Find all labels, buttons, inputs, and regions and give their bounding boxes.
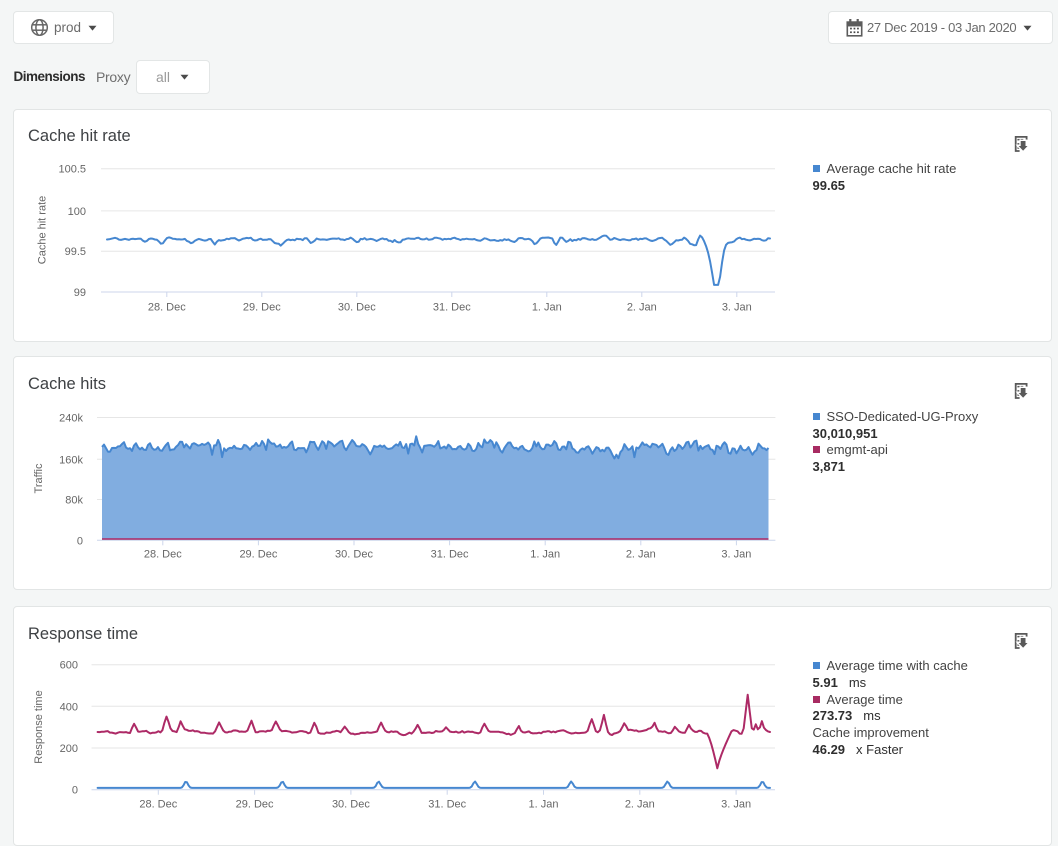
- svg-text:Traffic: Traffic: [33, 463, 45, 493]
- svg-text:31. Dec: 31. Dec: [431, 549, 469, 561]
- svg-text:200: 200: [60, 743, 78, 755]
- svg-text:3. Jan: 3. Jan: [721, 798, 751, 810]
- svg-text:2. Jan: 2. Jan: [625, 798, 655, 810]
- svg-text:28. Dec: 28. Dec: [148, 301, 186, 313]
- svg-text:0: 0: [72, 785, 78, 797]
- svg-text:28. Dec: 28. Dec: [139, 798, 177, 810]
- svg-text:30. Dec: 30. Dec: [332, 798, 370, 810]
- svg-text:Cache hit rate: Cache hit rate: [37, 195, 49, 263]
- svg-text:28. Dec: 28. Dec: [144, 549, 182, 561]
- svg-text:100.5: 100.5: [58, 163, 86, 175]
- svg-text:1. Jan: 1. Jan: [529, 798, 559, 810]
- svg-text:0: 0: [77, 535, 83, 547]
- svg-text:29. Dec: 29. Dec: [236, 798, 274, 810]
- svg-text:30. Dec: 30. Dec: [338, 301, 376, 313]
- svg-text:29. Dec: 29. Dec: [239, 549, 277, 561]
- svg-text:240k: 240k: [59, 413, 83, 425]
- svg-text:29. Dec: 29. Dec: [243, 301, 281, 313]
- svg-text:100: 100: [68, 205, 86, 217]
- svg-text:1. Jan: 1. Jan: [532, 301, 562, 313]
- svg-text:600: 600: [60, 660, 78, 672]
- svg-text:80k: 80k: [65, 495, 83, 507]
- svg-text:Response time: Response time: [33, 690, 45, 763]
- svg-text:1. Jan: 1. Jan: [530, 549, 560, 561]
- svg-text:30. Dec: 30. Dec: [335, 549, 373, 561]
- svg-text:3. Jan: 3. Jan: [721, 549, 751, 561]
- svg-text:2. Jan: 2. Jan: [626, 549, 656, 561]
- svg-text:3. Jan: 3. Jan: [722, 301, 752, 313]
- svg-text:160k: 160k: [59, 454, 83, 466]
- svg-text:99: 99: [74, 287, 86, 299]
- svg-text:2. Jan: 2. Jan: [627, 301, 657, 313]
- svg-text:31. Dec: 31. Dec: [433, 301, 471, 313]
- svg-text:99.5: 99.5: [65, 246, 86, 258]
- svg-text:400: 400: [60, 701, 78, 713]
- svg-text:31. Dec: 31. Dec: [428, 798, 466, 810]
